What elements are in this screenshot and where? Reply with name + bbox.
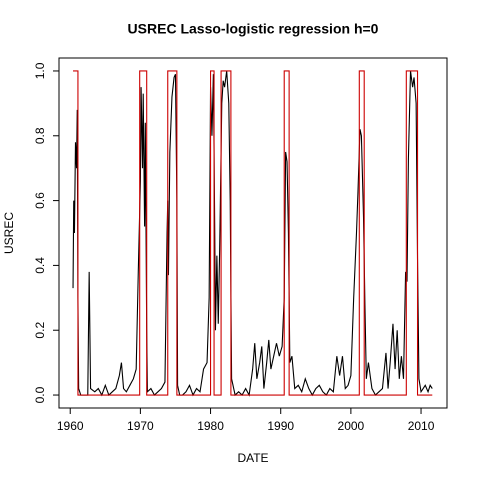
y-tick-label: 0.2	[33, 322, 47, 339]
y-tick-label: 0.0	[33, 386, 47, 403]
x-tick-label: 1960	[57, 419, 84, 433]
x-tick-label: 1970	[127, 419, 154, 433]
series-line	[72, 70, 433, 397]
chart-title: USREC Lasso-logistic regression h=0	[128, 21, 379, 37]
y-tick-label: 0.6	[33, 192, 47, 209]
x-tick-label: 1980	[197, 419, 224, 433]
x-tick-label: 1990	[267, 419, 294, 433]
plot-frame	[58, 57, 448, 409]
x-axis-label: DATE	[237, 451, 268, 465]
y-tick-label: 0.8	[33, 127, 47, 144]
y-tick-label: 0.4	[33, 257, 47, 274]
y-tick-label: 1.0	[33, 62, 47, 79]
x-tick-label: 2010	[408, 419, 435, 433]
y-axis-label: USREC	[2, 212, 16, 254]
x-tick-label: 2000	[338, 419, 365, 433]
series-line	[73, 70, 433, 396]
